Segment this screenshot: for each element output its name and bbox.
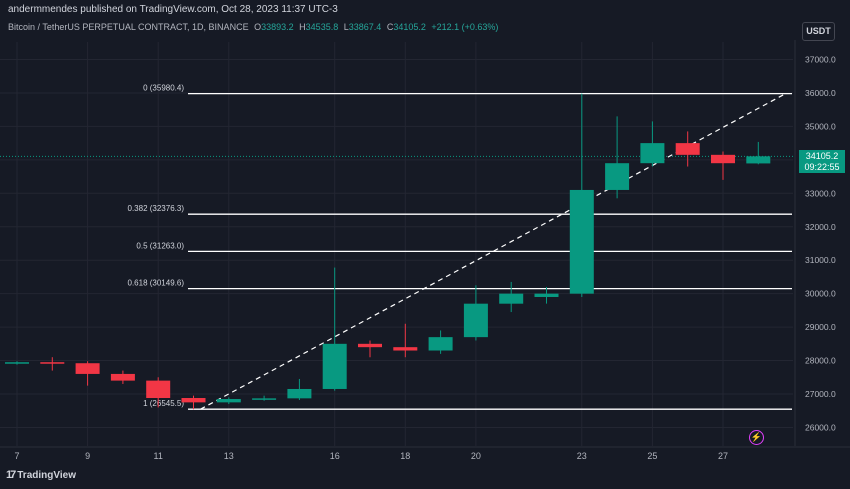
- candle-body: [428, 337, 453, 351]
- low-value: 33867.4: [348, 22, 382, 32]
- candle-body: [463, 303, 488, 338]
- close-label: C: [386, 22, 394, 32]
- y-tick-label: 33000.0: [805, 188, 836, 198]
- brand-name: TradingView: [17, 469, 76, 481]
- y-tick-label: 31000.0: [805, 255, 836, 265]
- candle-body: [216, 399, 241, 403]
- y-tick-label: 26000.0: [805, 422, 836, 432]
- candle-body: [711, 154, 735, 164]
- x-tick-label: 25: [647, 451, 657, 461]
- open-label: O: [254, 22, 262, 32]
- candle-body: [640, 143, 665, 164]
- fib-level-label: 0.618 (30149.6): [128, 279, 185, 288]
- candle-body: [146, 380, 171, 399]
- x-tick-label: 23: [577, 451, 587, 461]
- candlestick-series: [5, 93, 771, 410]
- x-tick-label: 20: [471, 451, 481, 461]
- candle-body: [675, 143, 700, 155]
- last-price-tag: 34105.2 09:22:55: [799, 150, 845, 173]
- currency-button[interactable]: USDT: [802, 22, 835, 41]
- high-label: H: [299, 22, 306, 32]
- time-axis[interactable]: 7 9 11 13 16 18 20 23 25 27: [14, 451, 728, 461]
- close-value: 34105.2: [393, 22, 426, 32]
- bar-countdown: 09:22:55: [804, 162, 840, 172]
- candle-body: [569, 189, 594, 294]
- fib-level-label: 1 (26545.5): [143, 399, 184, 408]
- y-tick-label: 35000.0: [805, 121, 836, 131]
- x-tick-label: 9: [85, 451, 90, 461]
- candle-body: [5, 362, 29, 364]
- change-value: +212.1 (+0.63%): [431, 22, 499, 32]
- candle-body: [110, 373, 135, 381]
- candle-body: [393, 347, 418, 351]
- publisher-line: andermmendes published on TradingView.co…: [8, 4, 338, 15]
- candle-body: [287, 388, 312, 399]
- fib-level-label: 0.382 (32376.3): [128, 204, 185, 213]
- low-label: L: [343, 22, 349, 32]
- price-axis[interactable]: 37000.036000.035000.034000.033000.032000…: [805, 55, 836, 433]
- fibonacci-retracement[interactable]: 0 (35980.4) 0.382 (32376.3) 0.5 (31263.0) 0…: [128, 84, 793, 410]
- x-tick-label: 7: [14, 451, 19, 461]
- candle-body: [534, 293, 559, 297]
- x-tick-label: 11: [154, 451, 163, 461]
- y-tick-label: 29000.0: [805, 322, 836, 332]
- y-tick-label: 27000.0: [805, 389, 836, 399]
- candle-body: [322, 343, 347, 389]
- candle-body: [499, 293, 524, 304]
- fib-level-label: 0.5 (31263.0): [136, 241, 184, 250]
- grid-lines: [0, 40, 850, 448]
- y-tick-label: 37000.0: [805, 55, 836, 65]
- candle-body: [252, 398, 277, 400]
- last-price-value: 34105.2: [805, 151, 839, 161]
- candle-body: [181, 398, 206, 403]
- high-value: 34535.8: [305, 22, 339, 32]
- y-tick-label: 36000.0: [805, 88, 836, 98]
- symbol-title[interactable]: Bitcoin / TetherUS PERPETUAL CONTRACT, 1…: [8, 22, 249, 32]
- open-value: 33893.2: [261, 22, 294, 32]
- symbol-legend: Bitcoin / TetherUS PERPETUAL CONTRACT, 1…: [8, 22, 498, 32]
- y-tick-label: 32000.0: [805, 222, 836, 232]
- tradingview-brand[interactable]: 17 TradingView: [6, 469, 76, 481]
- y-tick-label: 30000.0: [805, 289, 836, 299]
- candle-body: [75, 363, 100, 374]
- y-tick-label: 28000.0: [805, 356, 836, 366]
- x-tick-label: 18: [400, 451, 410, 461]
- x-tick-label: 16: [330, 451, 340, 461]
- x-tick-label: 13: [224, 451, 234, 461]
- fib-level-label: 0 (35980.4): [143, 84, 184, 93]
- candle-body: [746, 156, 771, 164]
- candle-body: [605, 163, 630, 190]
- x-tick-label: 27: [718, 451, 728, 461]
- candle-body: [358, 343, 382, 348]
- candle-body: [40, 362, 65, 364]
- alert-bolt-icon[interactable]: ⚡: [749, 430, 764, 445]
- tradingview-logo: 17: [6, 469, 16, 481]
